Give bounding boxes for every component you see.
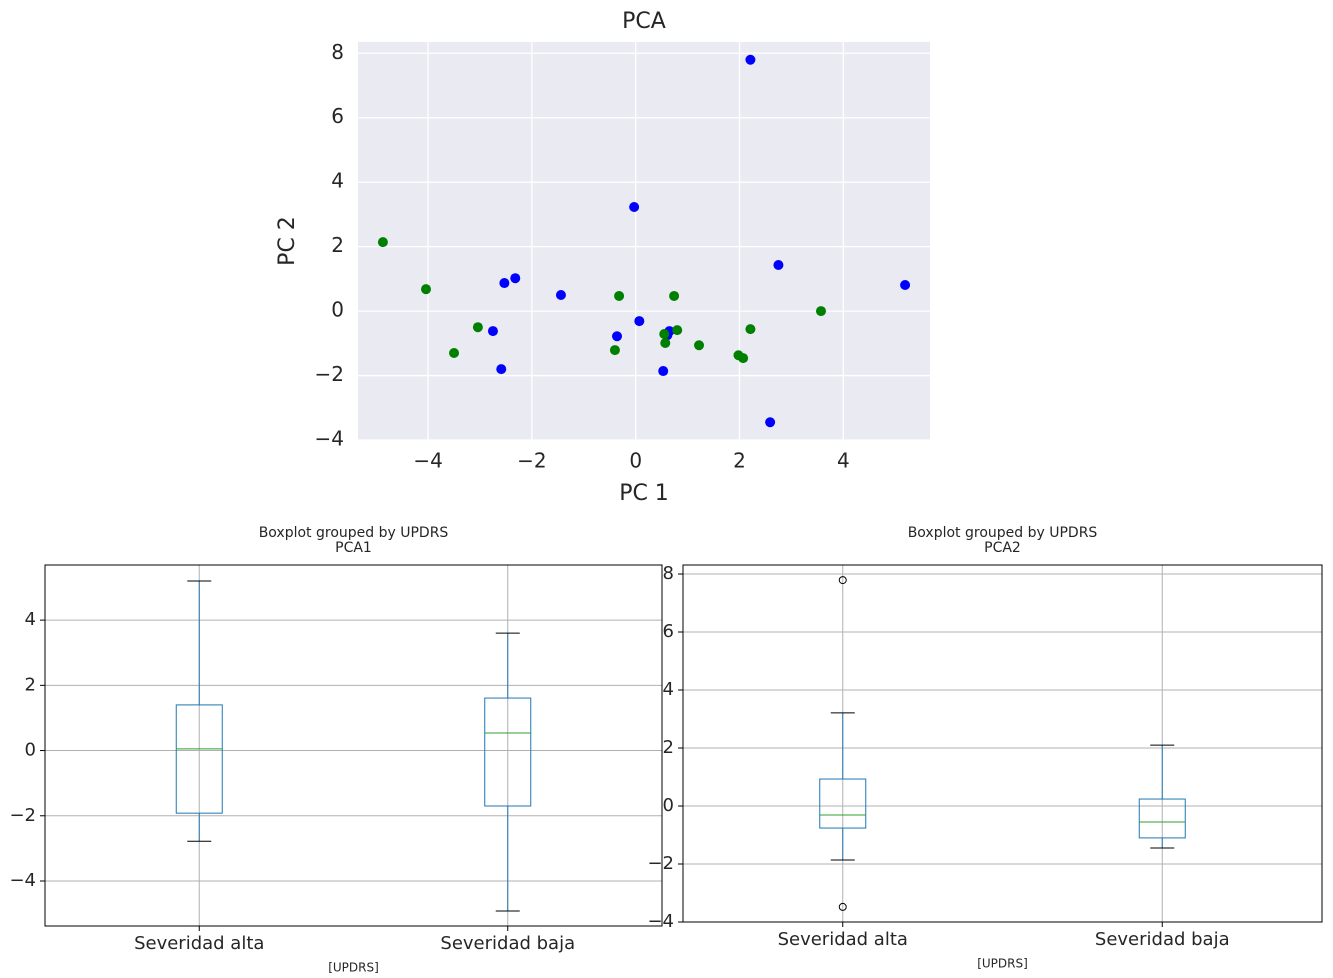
axes-frame <box>44 564 663 927</box>
box <box>175 704 223 814</box>
chart-title: PCA2 <box>984 540 1021 556</box>
point <box>377 237 388 248</box>
flier <box>838 902 847 911</box>
y-tick-label: −2 <box>315 362 344 386</box>
y-tick-label: −2 <box>647 853 674 874</box>
point <box>472 322 483 333</box>
point <box>634 316 645 327</box>
point <box>900 279 911 290</box>
point <box>659 328 670 339</box>
y-tick-label: 0 <box>331 298 344 322</box>
x-tick-label: 4 <box>837 449 850 473</box>
y-tick-label: −2 <box>9 805 36 826</box>
point <box>694 340 705 351</box>
x-tick-label: Severidad alta <box>134 933 264 954</box>
y-tick-label: 2 <box>663 737 674 758</box>
x-axis-label: [UPDRS] <box>977 957 1028 971</box>
box <box>1138 798 1186 839</box>
y-tick-label: −4 <box>315 427 344 451</box>
plot-area <box>45 565 662 926</box>
y-tick-label: 2 <box>331 233 344 257</box>
point <box>669 290 680 301</box>
point <box>612 331 623 342</box>
axes-frame <box>682 564 1323 923</box>
point <box>420 284 431 295</box>
chart-title: PCA1 <box>335 540 372 556</box>
point <box>496 364 507 375</box>
point <box>660 337 671 348</box>
x-tick-label: Severidad baja <box>1095 929 1230 950</box>
x-tick-label: −4 <box>413 449 442 473</box>
y-axis-label: PC 2 <box>275 216 300 266</box>
x-axis-label: PC 1 <box>619 481 669 506</box>
point <box>773 260 784 271</box>
point <box>672 325 683 336</box>
point <box>745 54 756 65</box>
x-tick-label: Severidad baja <box>440 933 575 954</box>
chart-suptitle: Boxplot grouped by UPDRS <box>908 525 1098 541</box>
x-tick-label: −2 <box>517 449 546 473</box>
point <box>487 326 498 337</box>
point <box>629 202 640 213</box>
point <box>614 290 625 301</box>
point <box>765 417 776 428</box>
point <box>499 278 510 289</box>
x-axis-label: [UPDRS] <box>328 961 379 975</box>
y-tick-label: 4 <box>331 169 344 193</box>
box <box>819 778 867 829</box>
y-tick-label: 6 <box>663 621 674 642</box>
y-tick-label: 4 <box>663 679 674 700</box>
y-tick-label: 8 <box>663 563 674 584</box>
point <box>510 273 521 284</box>
point <box>745 324 756 335</box>
x-tick-label: Severidad alta <box>778 929 908 950</box>
chart-suptitle: Boxplot grouped by UPDRS <box>259 525 449 541</box>
point <box>658 366 669 377</box>
y-tick-label: 0 <box>25 740 36 761</box>
plot-area <box>358 42 930 440</box>
point <box>555 289 566 300</box>
point <box>609 345 620 356</box>
box <box>484 697 532 807</box>
plot-area <box>683 565 1322 922</box>
chart-title: PCA <box>622 9 666 34</box>
x-tick-label: 2 <box>733 449 746 473</box>
y-tick-label: −4 <box>9 870 36 891</box>
y-tick-label: −4 <box>647 911 674 932</box>
point <box>449 347 460 358</box>
y-tick-label: 2 <box>25 674 36 695</box>
x-tick-label: 0 <box>629 449 642 473</box>
flier <box>838 576 847 585</box>
point <box>738 353 749 364</box>
y-tick-label: 4 <box>25 609 36 630</box>
y-tick-label: 0 <box>663 795 674 816</box>
y-tick-label: 6 <box>331 104 344 128</box>
y-tick-label: 8 <box>331 40 344 64</box>
point <box>815 306 826 317</box>
